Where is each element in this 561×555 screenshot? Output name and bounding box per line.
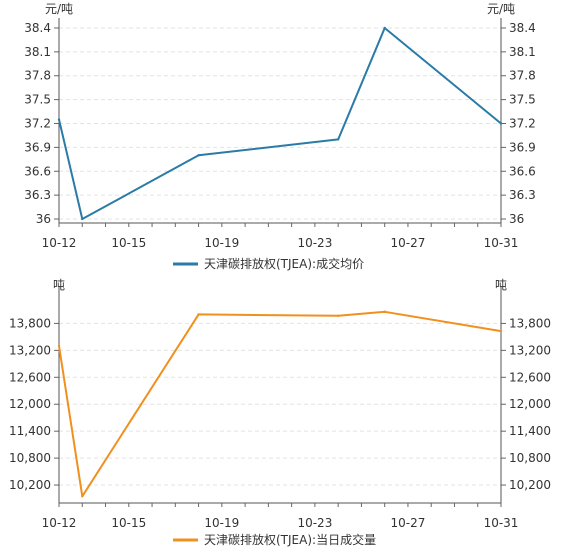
volume-xtick-label: 10-12 <box>42 516 77 530</box>
volume-data-point <box>197 313 200 316</box>
volume-ytick-label-left: 13,200 <box>9 343 51 357</box>
price-xtick-label: 10-27 <box>391 236 426 250</box>
price-ytick-label-left: 36.6 <box>24 164 51 178</box>
volume-xtick-label: 10-31 <box>484 516 519 530</box>
price-ytick-label-left: 37.5 <box>24 93 51 107</box>
price-ytick-label-right: 36.3 <box>509 188 536 202</box>
volume-xtick-label: 10-19 <box>204 516 239 530</box>
price-ytick-label-left: 37.2 <box>24 117 51 131</box>
volume-legend-label: 天津碳排放权(TJEA):当日成交量 <box>204 532 376 547</box>
price-ytick-label-left: 38.4 <box>24 21 51 35</box>
volume-ytick-label-right: 13,800 <box>509 316 551 330</box>
volume-ytick-label-right: 12,600 <box>509 370 551 384</box>
volume-unit-left: 吨 <box>53 278 65 292</box>
price-ytick-label-right: 37.5 <box>509 93 536 107</box>
volume-ytick-label-right: 13,200 <box>509 343 551 357</box>
volume-ytick-label-left: 11,400 <box>9 424 51 438</box>
price-ytick-label-right: 36.9 <box>509 140 536 154</box>
volume-ytick-label-left: 10,800 <box>9 451 51 465</box>
price-xtick-label: 10-19 <box>204 236 239 250</box>
volume-ytick-label-left: 10,200 <box>9 478 51 492</box>
volume-series-line <box>58 310 502 498</box>
price-xtick-label: 10-15 <box>111 236 146 250</box>
price-data-point <box>197 154 200 157</box>
price-data-point <box>383 26 386 30</box>
volume-data-point <box>383 310 386 313</box>
volume-ytick-label-right: 10,200 <box>509 478 551 492</box>
volume-data-point <box>57 344 61 348</box>
price-ytick-label-left: 37.8 <box>24 69 51 83</box>
price-ytick-label-right: 36 <box>509 212 524 226</box>
price-xtick-label: 10-31 <box>484 236 519 250</box>
price-ytick-label-right: 38.1 <box>509 45 536 59</box>
volume-ytick-label-right: 12,000 <box>509 397 551 411</box>
price-legend-label: 天津碳排放权(TJEA):成交均价 <box>204 256 364 271</box>
price-ytick-label-right: 36.6 <box>509 164 536 178</box>
volume-data-point <box>499 329 503 333</box>
volume-xtick-label: 10-23 <box>297 516 332 530</box>
price-data-point <box>81 217 84 221</box>
price-data-point <box>336 138 340 141</box>
volume-data-point <box>336 314 340 317</box>
volume-ytick-label-left: 12,600 <box>9 370 51 384</box>
price-ytick-label-left: 36.3 <box>24 188 51 202</box>
price-ytick-label-left: 38.1 <box>24 45 51 59</box>
price-ytick-label-right: 37.8 <box>509 69 536 83</box>
volume-ytick-label-right: 11,400 <box>509 424 551 438</box>
volume-xtick-label: 10-15 <box>111 516 146 530</box>
price-ytick-label-right: 37.2 <box>509 117 536 131</box>
volume-xtick-label: 10-27 <box>391 516 426 530</box>
price-unit-right: 元/吨 <box>487 2 515 16</box>
volume-ytick-label-left: 12,000 <box>9 397 51 411</box>
price-ytick-label-left: 36.9 <box>24 140 51 154</box>
price-xtick-label: 10-12 <box>42 236 77 250</box>
volume-ytick-label-left: 13,800 <box>9 316 51 330</box>
price-series-line <box>58 27 502 220</box>
price-ytick-label-right: 38.4 <box>509 21 536 35</box>
volume-data-point <box>81 495 84 498</box>
price-data-point <box>499 122 503 125</box>
price-data-point <box>57 118 61 121</box>
volume-unit-right: 吨 <box>495 278 507 292</box>
price-unit-left: 元/吨 <box>45 2 73 16</box>
volume-ytick-label-right: 10,800 <box>509 451 551 465</box>
price-xtick-label: 10-23 <box>297 236 332 250</box>
price-ytick-label-left: 36 <box>36 212 51 226</box>
